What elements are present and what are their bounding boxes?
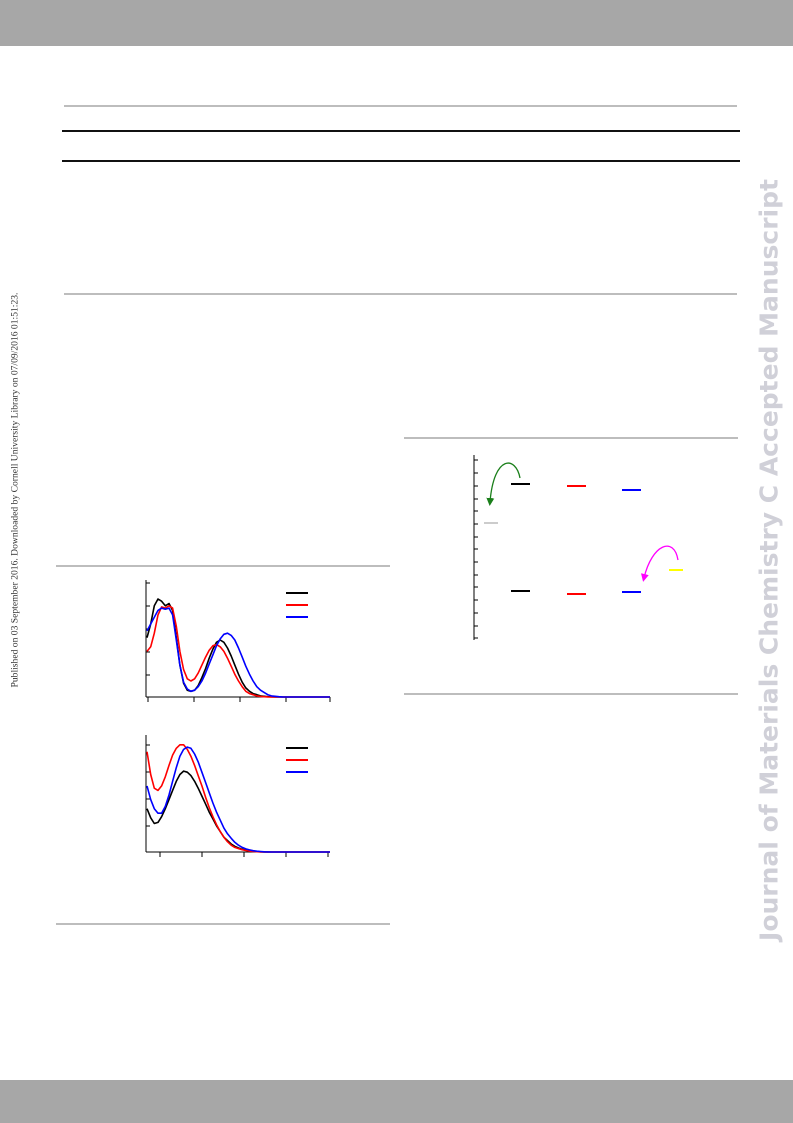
series-line-2 <box>146 604 330 698</box>
table-bottom-thin-rule <box>64 293 737 295</box>
series-line-3 <box>146 746 330 853</box>
y-ticks <box>146 744 150 827</box>
journal-watermark: Journal of Materials Chemistry C Accepte… <box>745 0 793 1123</box>
download-notice: Published on 03 September 2016. Download… <box>0 0 30 1123</box>
green-transfer-arrow <box>486 462 521 506</box>
figure-right-bottom-rule <box>404 693 738 695</box>
plot-area <box>146 744 330 853</box>
series-line-3 <box>146 607 330 698</box>
header-band <box>0 0 793 46</box>
legend <box>286 592 308 618</box>
footer-band <box>0 1080 793 1123</box>
x-ticks <box>147 697 331 702</box>
legend <box>286 747 308 773</box>
figure-left-top-rule <box>56 565 390 567</box>
energy-level-diagram <box>473 455 683 640</box>
table-header-bottom-rule <box>62 160 740 162</box>
series-line-1 <box>146 770 330 853</box>
plot-area <box>146 598 330 698</box>
table-top-thin-rule <box>64 105 737 107</box>
journal-watermark-text: Journal of Materials Chemistry C Accepte… <box>754 179 784 941</box>
magenta-transfer-arrow <box>641 545 679 582</box>
download-notice-text: Published on 03 September 2016. Download… <box>9 292 21 688</box>
table-header-top-rule <box>62 130 740 132</box>
figure-right-top-rule <box>404 437 738 439</box>
figure-left-bottom-rule <box>56 923 390 925</box>
emission-spectrum-chart-bottom <box>145 735 330 857</box>
x-ticks <box>159 852 329 857</box>
absorption-spectrum-chart-top <box>145 580 331 702</box>
energy-axis-ticks <box>474 459 478 639</box>
